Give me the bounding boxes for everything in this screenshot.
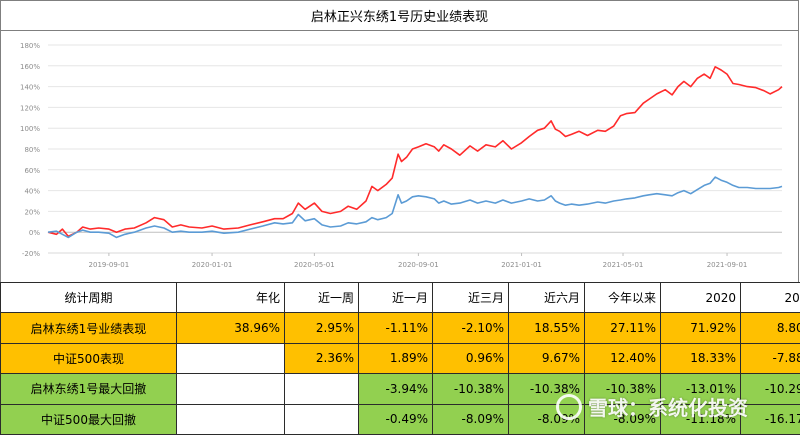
row-label: 启林东绣1号最大回撤 <box>0 373 177 405</box>
table-cell: 18.55% <box>508 312 585 344</box>
y-tick-label: 20% <box>24 208 40 216</box>
table-cell: -10.38% <box>432 373 509 405</box>
table-cell: -11.18% <box>660 403 741 436</box>
column-header: 近一周 <box>284 281 359 314</box>
table-cell: 27.11% <box>584 312 661 344</box>
series-line-1 <box>47 66 783 238</box>
x-tick-label: 2020-05-01 <box>294 261 335 269</box>
y-tick-label: 140% <box>20 84 40 92</box>
x-tick-label: 2019-09-01 <box>89 261 130 269</box>
table-cell <box>284 403 359 436</box>
table-cell: -16.17% <box>740 403 800 436</box>
table-cell: 12.40% <box>584 342 661 375</box>
table-cell: 18.33% <box>660 342 741 375</box>
table-cell: -8.09% <box>432 403 509 436</box>
column-header: 统计周期 <box>0 281 177 314</box>
column-header: 近三月 <box>432 281 509 314</box>
table-cell: -3.94% <box>358 373 433 405</box>
x-tick-label: 2021-09-01 <box>707 261 748 269</box>
row-label: 中证500表现 <box>0 342 177 375</box>
row-label: 启林东绣1号业绩表现 <box>0 312 177 344</box>
table-cell: -7.88% <box>740 342 800 375</box>
column-header: 今年以来 <box>584 281 661 314</box>
table-cell: -8.09% <box>584 403 661 436</box>
table-cell: 1.89% <box>358 342 433 375</box>
y-tick-label: 160% <box>20 63 40 71</box>
table-cell: -0.49% <box>358 403 433 436</box>
chart-title: 启林正兴东绣1号历史业绩表现 <box>1 1 798 31</box>
table-cell: 9.67% <box>508 342 585 375</box>
table-cell: -2.10% <box>432 312 509 344</box>
column-header: 年化 <box>176 281 285 314</box>
performance-table: 统计周期年化近一周近一月近三月近六月今年以来20202019启林东绣1号业绩表现… <box>0 281 800 436</box>
y-tick-label: -20% <box>22 250 40 258</box>
x-tick-label: 2021-05-01 <box>603 261 644 269</box>
series-line-2 <box>47 176 783 239</box>
table-cell: 38.96% <box>176 312 285 344</box>
row-label: 中证500最大回撤 <box>0 403 177 436</box>
table-cell: 2.36% <box>284 342 359 375</box>
table-cell <box>284 373 359 405</box>
column-header: 2019 <box>740 281 800 314</box>
y-tick-label: 100% <box>20 125 40 133</box>
table-cell <box>176 373 285 405</box>
column-header: 2020 <box>660 281 741 314</box>
table-cell: -10.38% <box>584 373 661 405</box>
table-cell <box>176 342 285 375</box>
column-header: 近一月 <box>358 281 433 314</box>
table-row: 中证500最大回撤 -0.49% -8.09% -8.09% -8.09% -11.18%… <box>0 403 800 436</box>
table-cell: -1.11% <box>358 312 433 344</box>
x-tick-label: 2021-01-01 <box>501 261 542 269</box>
x-tick-label: 2020-01-01 <box>192 261 233 269</box>
table-cell: -10.29% <box>740 373 800 405</box>
y-tick-label: 120% <box>20 104 40 112</box>
table-cell: -13.01% <box>660 373 741 405</box>
chart-area: -20% 0% 20% 40% 60% 80% 100% 120% 140% 160% 180% 20… <box>1 31 798 281</box>
table-cell <box>176 403 285 436</box>
y-tick-label: 0% <box>29 229 40 237</box>
line-chart: -20% 0% 20% 40% 60% 80% 100% 120% 140% 160% 180% 20… <box>20 42 783 269</box>
table-row: 中证500表现 2.36% 1.89% 0.96% 9.67% 12.40% 18.33% -… <box>0 342 800 375</box>
x-tick-label: 2020-09-01 <box>398 261 439 269</box>
table-cell: 8.80% <box>740 312 800 344</box>
y-tick-label: 40% <box>24 188 40 196</box>
y-tick-label: 180% <box>20 42 40 50</box>
table-row: 启林东绣1号业绩表现 38.96% 2.95% -1.11% -2.10% 18.55% 2… <box>0 312 800 344</box>
y-tick-label: 60% <box>24 167 40 175</box>
table-header-row: 统计周期年化近一周近一月近三月近六月今年以来20202019 <box>0 281 800 314</box>
table-cell: 71.92% <box>660 312 741 344</box>
y-tick-label: 80% <box>24 146 40 154</box>
table-cell: 0.96% <box>432 342 509 375</box>
column-header: 近六月 <box>508 281 585 314</box>
table-cell: -10.38% <box>508 373 585 405</box>
table-cell: -8.09% <box>508 403 585 436</box>
table-cell: 2.95% <box>284 312 359 344</box>
table-row: 启林东绣1号最大回撤 -3.94% -10.38% -10.38% -10.38% -13… <box>0 373 800 405</box>
